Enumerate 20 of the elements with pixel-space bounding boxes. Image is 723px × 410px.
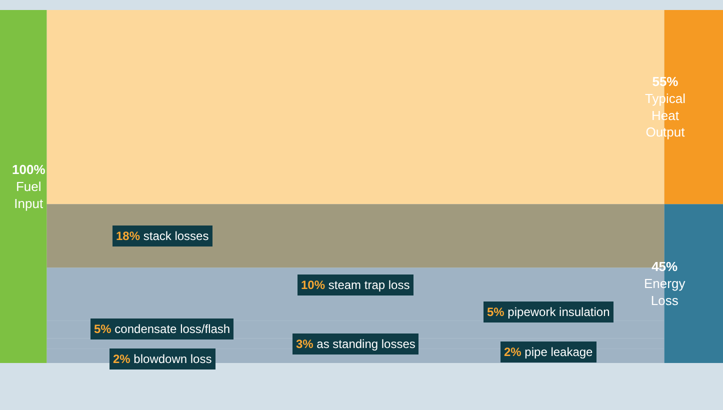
category-label: blowdown loss xyxy=(134,352,212,366)
category-label: pipework insulation xyxy=(508,305,610,319)
data-label: 3% xyxy=(296,337,314,351)
data-label: 100% xyxy=(12,162,46,177)
data-label: 5% xyxy=(94,322,112,336)
category-label: stack losses xyxy=(143,229,209,243)
category-label: steam trap loss xyxy=(328,278,410,292)
data-label: 5% xyxy=(487,305,505,319)
data-label: 10% xyxy=(301,278,326,292)
data-label: 45% xyxy=(652,259,678,274)
data-label: 2% xyxy=(113,352,131,366)
category-label: Fuel Input xyxy=(14,178,44,211)
data-label: 55% xyxy=(652,74,679,89)
data-label: 2% xyxy=(504,345,522,359)
category-label: Energy Loss xyxy=(644,276,686,308)
category-label: as standing losses xyxy=(316,337,416,351)
category-label: pipe leakage xyxy=(524,345,593,359)
category-label: Typical Heat Output xyxy=(645,90,686,140)
data-label: 18% xyxy=(116,229,140,243)
category-label: condensate loss/flash xyxy=(114,322,230,336)
